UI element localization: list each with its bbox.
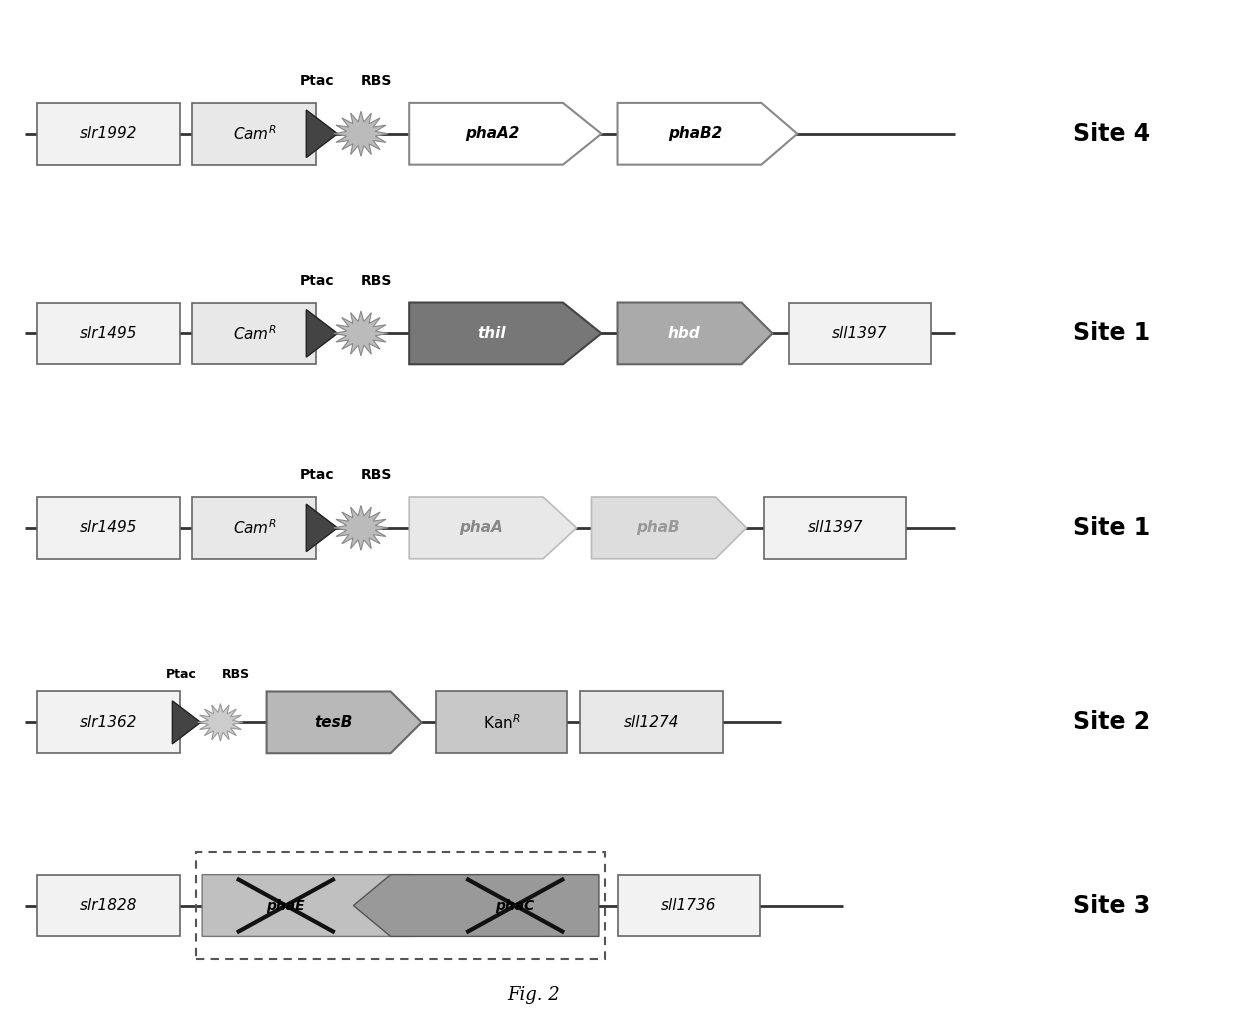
Bar [37,303,180,364]
Text: RBS: RBS [222,668,250,681]
Bar [192,103,316,165]
Polygon shape [306,504,337,552]
Text: Site 1: Site 1 [1073,516,1149,540]
Text: Ptac: Ptac [299,468,334,483]
Text: RBS: RBS [361,74,392,88]
Text: sll1736: sll1736 [661,898,717,913]
Polygon shape [591,497,746,559]
Text: hbd: hbd [668,326,701,341]
Text: Cam$^R$: Cam$^R$ [233,125,275,143]
Text: phaB: phaB [636,521,680,535]
Bar [789,303,931,364]
Bar [196,852,605,959]
Polygon shape [306,110,337,157]
Text: sll1274: sll1274 [624,715,680,730]
Text: tesB: tesB [314,715,352,730]
Polygon shape [618,303,773,364]
Text: phaC: phaC [496,898,534,913]
Bar [37,691,180,753]
Text: slr1495: slr1495 [79,326,138,341]
Text: phaA: phaA [459,521,503,535]
Polygon shape [198,704,243,741]
Text: Ptac: Ptac [166,668,197,681]
Text: Kan$^R$: Kan$^R$ [482,713,521,732]
Polygon shape [409,497,577,559]
Bar [192,303,316,364]
Polygon shape [353,875,599,936]
Text: phaB2: phaB2 [667,127,722,141]
Bar [764,497,906,559]
Text: thil: thil [477,326,506,341]
Text: RBS: RBS [361,468,392,483]
Polygon shape [306,310,337,357]
Polygon shape [334,111,388,156]
Text: Ptac: Ptac [299,74,334,88]
Text: sll1397: sll1397 [807,521,863,535]
Bar [37,103,180,165]
Text: RBS: RBS [361,274,392,288]
Text: Site 4: Site 4 [1073,121,1149,146]
Text: slr1495: slr1495 [79,521,138,535]
Polygon shape [172,701,201,744]
Text: Ptac: Ptac [299,274,334,288]
Polygon shape [618,103,797,165]
Bar [192,497,316,559]
Bar [580,691,723,753]
Bar [37,497,180,559]
Bar [436,691,567,753]
Text: Site 1: Site 1 [1073,321,1149,346]
Polygon shape [334,505,388,551]
Text: Fig. 2: Fig. 2 [507,986,559,1004]
Text: phaA2: phaA2 [465,127,520,141]
Text: Cam$^R$: Cam$^R$ [233,519,275,537]
Polygon shape [267,691,422,753]
Bar [37,875,180,936]
Text: Cam$^R$: Cam$^R$ [233,324,275,343]
Text: slr1992: slr1992 [79,127,138,141]
Text: phaE: phaE [267,898,305,913]
Text: Site 2: Site 2 [1073,710,1149,735]
Polygon shape [334,311,388,356]
Bar [618,875,760,936]
Polygon shape [202,875,448,936]
Text: sll1397: sll1397 [832,326,888,341]
Polygon shape [409,303,601,364]
Text: Site 3: Site 3 [1073,893,1149,918]
Polygon shape [409,103,601,165]
Text: slr1828: slr1828 [79,898,138,913]
Text: slr1362: slr1362 [79,715,138,730]
